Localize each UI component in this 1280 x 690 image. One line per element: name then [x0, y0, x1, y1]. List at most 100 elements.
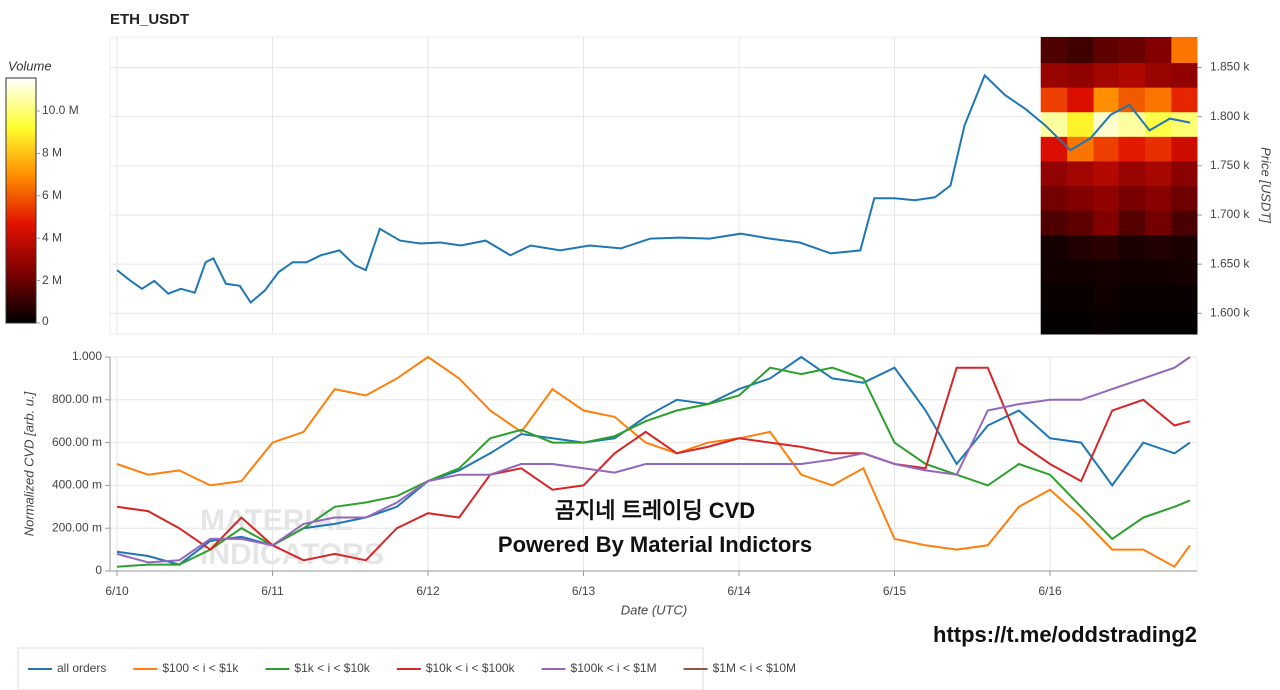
- heatmap-cell: [1118, 62, 1146, 88]
- y-tick-label: 200.00 m: [52, 520, 102, 534]
- overlay-title: 곰지네 트레이딩 CVD: [555, 498, 755, 523]
- heatmap-cell: [1093, 308, 1119, 335]
- x-tick-label: 6/16: [1038, 584, 1062, 598]
- y-tick-label: 400.00 m: [52, 478, 102, 492]
- heatmap-cell: [1171, 259, 1198, 285]
- heatmap-cell: [1093, 234, 1119, 260]
- colorbar-tick-label: 4 M: [42, 230, 62, 244]
- legend-label: $100k < i < $1M: [571, 661, 657, 675]
- heatmap-cell: [1171, 111, 1198, 137]
- heatmap-cell: [1171, 234, 1198, 260]
- series-line: [116, 356, 1191, 564]
- y-tick-label: 600.00 m: [52, 435, 102, 449]
- heatmap-cell: [1093, 283, 1119, 309]
- y-tick-label: 1.000: [72, 349, 102, 363]
- heatmap-cell: [1144, 185, 1172, 211]
- y-tick-label: 1.700 k: [1210, 207, 1250, 221]
- y-tick-label: 1.600 k: [1210, 306, 1250, 320]
- series-line: [116, 366, 1191, 568]
- heatmap-cell: [1171, 283, 1198, 309]
- heatmap-cell: [1144, 259, 1172, 285]
- x-tick-label: 6/10: [105, 584, 129, 598]
- series-line: [116, 355, 1191, 569]
- heatmap-cell: [1118, 259, 1146, 285]
- heatmap-cell: [1093, 87, 1119, 113]
- heatmap-cell: [1118, 185, 1146, 211]
- heatmap-cell: [1040, 136, 1068, 162]
- series-line: [116, 366, 1191, 562]
- chart-title: ETH_USDT: [110, 11, 189, 28]
- x-tick-label: 6/12: [416, 584, 440, 598]
- heatmap-cell: [1171, 37, 1198, 64]
- heatmap-cell: [1093, 37, 1119, 64]
- y-tick-label: 0: [95, 563, 102, 577]
- heatmap-cell: [1093, 111, 1119, 137]
- y-tick-label: 1.750 k: [1210, 158, 1250, 172]
- heatmap-cell: [1144, 37, 1172, 64]
- heatmap-cell: [1118, 136, 1146, 162]
- colorbar-tick-label: 0: [42, 314, 49, 328]
- y-axis-label: Normalized CVD [arb. u.]: [21, 391, 36, 536]
- heatmap-cell: [1040, 62, 1068, 88]
- heatmap-cell: [1171, 136, 1198, 162]
- heatmap-cell: [1067, 259, 1095, 285]
- marks: 6/10 6/11 6/12 6/13 6/14 6/15 6/16 1.600 k 1.650…: [5, 37, 1250, 675]
- colorbar: [5, 77, 37, 324]
- heatmap-cell: [1171, 308, 1198, 335]
- x-tick-label: 6/11: [261, 584, 284, 598]
- legend-label: $100 < i < $1k: [162, 661, 239, 675]
- y-tick-label: 1.850 k: [1210, 60, 1250, 74]
- heatmap-cell: [1144, 308, 1172, 335]
- y-axis-label: Price [USDT]: [1259, 147, 1274, 223]
- heatmap-cell: [1093, 210, 1119, 236]
- heatmap-cell: [1040, 259, 1068, 285]
- colorbar-tick-label: 10.0 M: [42, 103, 79, 117]
- heatmap-cell: [1144, 136, 1172, 162]
- heatmap-cell: [1093, 62, 1119, 88]
- heatmap-cell: [1144, 234, 1172, 260]
- heatmap-cell: [1144, 210, 1172, 236]
- heatmap-cell: [1040, 37, 1068, 64]
- heatmap-cell: [1144, 283, 1172, 309]
- heatmap-cell: [1067, 160, 1095, 186]
- heatmap-cell: [1040, 185, 1068, 211]
- heatmap-cell: [1040, 210, 1068, 236]
- heatmap-cell: [1067, 234, 1095, 260]
- heatmap-cell: [1144, 87, 1172, 113]
- heatmap-cell: [1067, 210, 1095, 236]
- heatmap-cell: [1067, 87, 1095, 113]
- overlay-subtitle: Powered By Material Indictors: [498, 532, 812, 557]
- heatmap-cell: [1171, 160, 1198, 186]
- heatmap-cell: [1118, 210, 1146, 236]
- y-tick-label: 1.800 k: [1210, 109, 1250, 123]
- colorbar-label: Volume: [8, 58, 52, 73]
- heatmap-cell: [1093, 259, 1119, 285]
- heatmap-cell: [1040, 283, 1068, 309]
- x-tick-label: 6/13: [572, 584, 596, 598]
- heatmap-cell: [1171, 210, 1198, 236]
- x-tick-label: 6/14: [727, 584, 751, 598]
- heatmap-cell: [1144, 62, 1172, 88]
- link[interactable]: https://t.me/oddstrading2: [933, 622, 1197, 647]
- heatmap-cell: [1144, 160, 1172, 186]
- heatmap-cell: [1093, 136, 1119, 162]
- heatmap-cell: [1067, 62, 1095, 88]
- heatmap-cell: [1171, 87, 1198, 113]
- colorbar-tick-label: 6 M: [42, 188, 62, 202]
- heatmap-cell: [1118, 160, 1146, 186]
- heatmap-cell: [1067, 308, 1095, 335]
- legend-box: [17, 647, 704, 690]
- heatmap-cell: [1118, 283, 1146, 309]
- heatmap-cell: [1171, 62, 1198, 88]
- heatmap-cell: [1040, 234, 1068, 260]
- legend-label: $10k < i < $100k: [426, 661, 516, 675]
- watermark: MATERIAL: [200, 504, 353, 537]
- heatmap-cell: [1118, 37, 1146, 64]
- legend-label: all orders: [57, 661, 106, 675]
- x-axis-label: Date (UTC): [621, 602, 687, 617]
- heatmap-cell: [1118, 234, 1146, 260]
- legend-label: $1k < i < $10k: [294, 661, 370, 675]
- heatmap-cell: [1118, 111, 1146, 137]
- heatmap-cell: [1067, 185, 1095, 211]
